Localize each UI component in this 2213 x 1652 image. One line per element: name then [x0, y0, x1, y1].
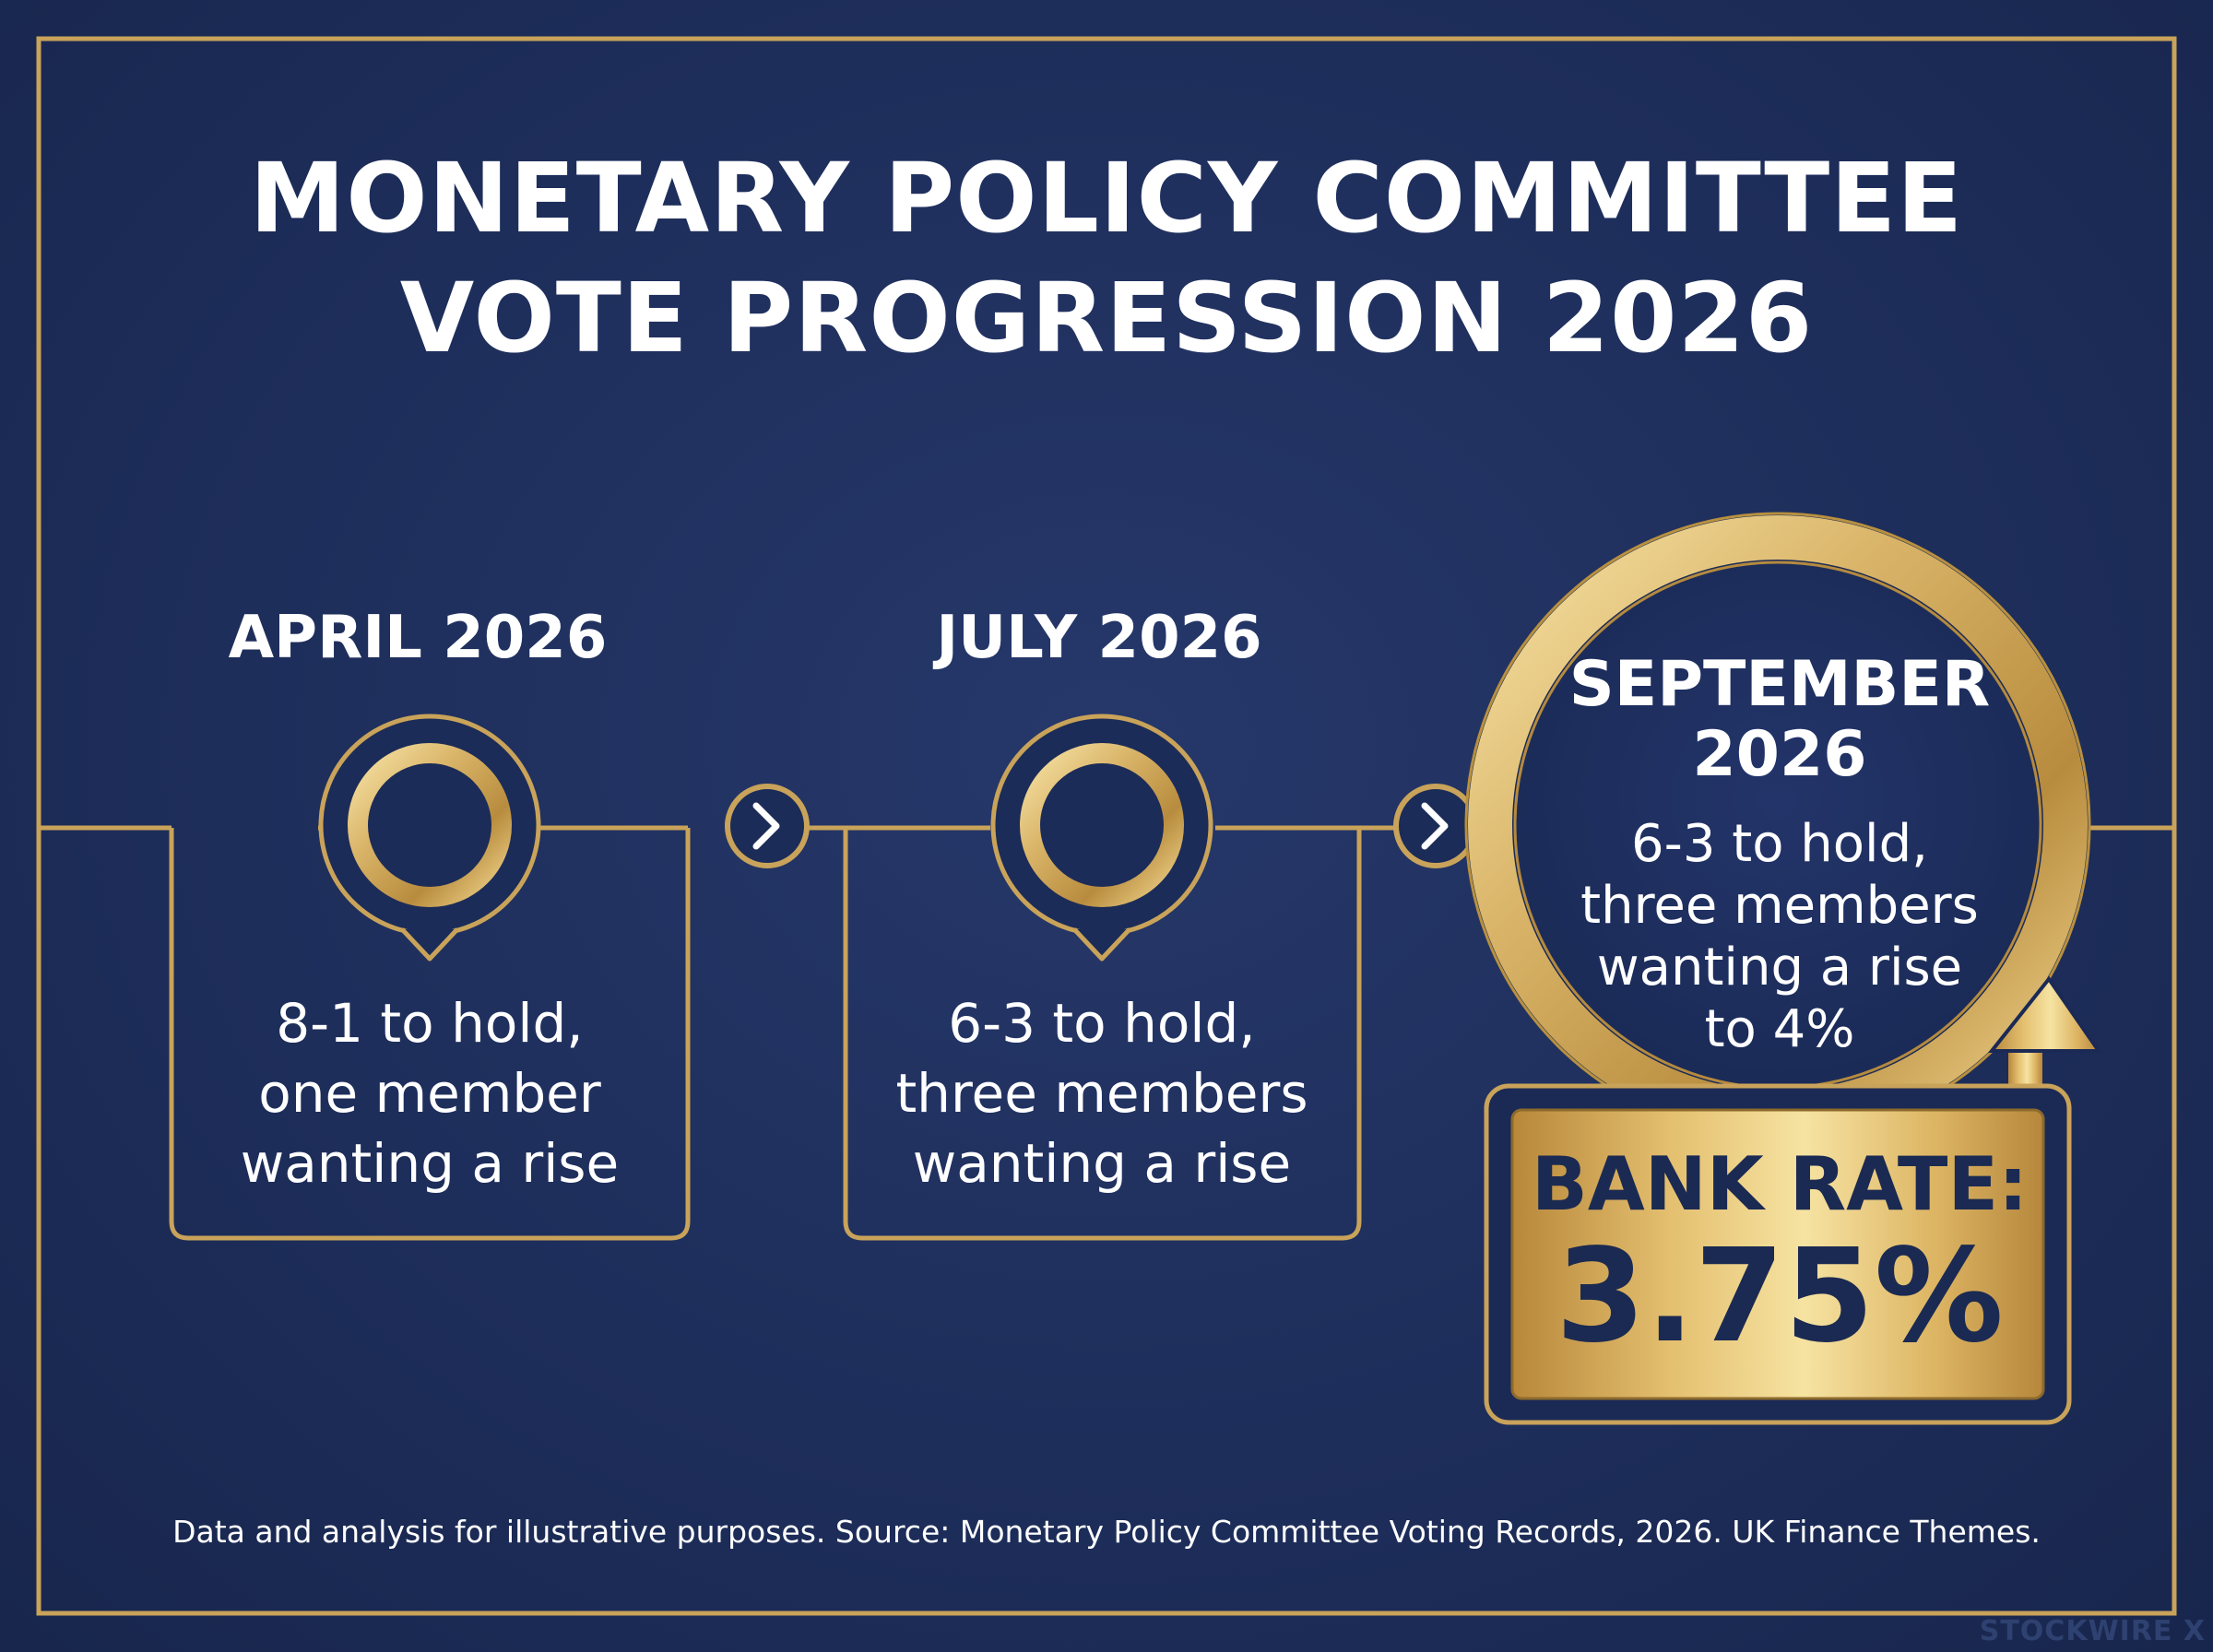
- page-title: MONETARY POLICY COMMITTEE VOTE PROGRESSI…: [0, 138, 2213, 378]
- april-vote-line: one member: [258, 1062, 601, 1125]
- september-label-line: SEPTEMBER: [1568, 648, 1991, 721]
- july-vote-line: 6-3 to hold,: [948, 992, 1256, 1055]
- july-vote-line: wanting a rise: [912, 1132, 1292, 1195]
- july-label: JULY 2026: [936, 604, 1262, 672]
- april-vote-text: 8-1 to hold, one member wanting a rise: [181, 988, 679, 1198]
- september-vote-text: 6-3 to hold, three members wanting a ris…: [1512, 813, 2047, 1060]
- july-vote-text: 6-3 to hold, three members wanting a ris…: [853, 988, 1351, 1198]
- chevron-right-icon: [725, 784, 810, 868]
- september-vote-line: three members: [1580, 876, 1979, 936]
- bank-rate-value: 3.75%: [1556, 1221, 2004, 1372]
- july-vote-line: three members: [895, 1062, 1308, 1125]
- april-vote-line: 8-1 to hold,: [276, 992, 584, 1055]
- title-line-1: MONETARY POLICY COMMITTEE: [249, 142, 1964, 254]
- april-label: APRIL 2026: [228, 604, 608, 672]
- bank-rate-plate: [1484, 1083, 2072, 1425]
- september-ring: [1464, 512, 2091, 1139]
- september-vote-line: wanting a rise: [1596, 938, 1963, 997]
- title-line-2: VOTE PROGRESSION 2026: [399, 262, 1814, 374]
- september-label: SEPTEMBER 2026: [1512, 650, 2047, 790]
- july-vote-box: [843, 828, 1362, 1241]
- april-vote-line: wanting a rise: [240, 1132, 620, 1195]
- july-marker-icon: [990, 714, 1213, 962]
- april-marker-icon: [318, 714, 541, 962]
- source-footnote: Data and analysis for illustrative purpo…: [172, 1514, 2041, 1550]
- chevron-right-icon: [1393, 784, 1478, 868]
- bank-rate-label: BANK RATE:: [1531, 1141, 2029, 1227]
- april-vote-box: [169, 828, 691, 1241]
- september-vote-line: 6-3 to hold,: [1631, 814, 1928, 874]
- september-vote-line: to 4%: [1704, 999, 1855, 1059]
- brand-logo: STOCKWIRE X: [1979, 1615, 2206, 1647]
- september-label-line: 2026: [1692, 718, 1867, 791]
